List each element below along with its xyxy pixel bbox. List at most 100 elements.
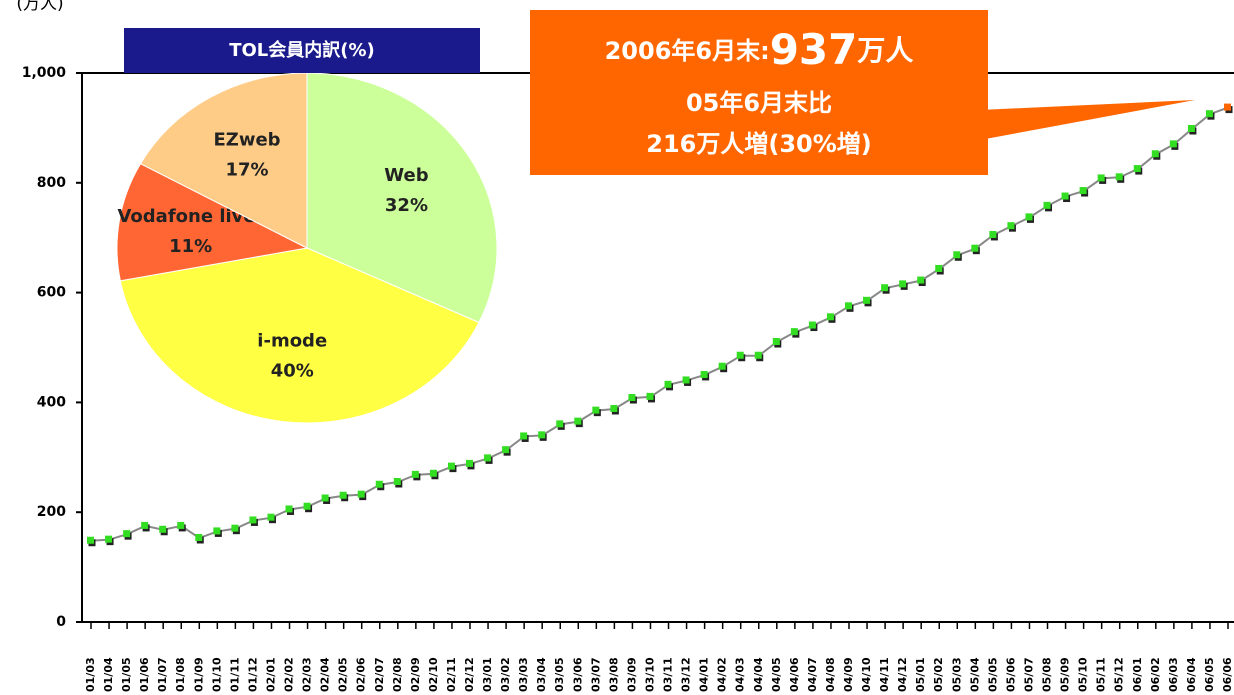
x-tick-label: 02/11 [445,657,458,692]
pie-title-box [124,28,480,73]
x-tick-label: 04/03 [734,657,747,692]
marker [177,521,185,529]
x-tick-label: 03/01 [481,657,494,692]
pie-slice [116,163,309,282]
marker [249,516,257,524]
x-tick-label: 03/07 [589,657,602,692]
marker [502,446,510,454]
marker [538,431,546,439]
slice-value-label: 17% [225,160,268,181]
marker [953,251,961,259]
callout-line-1: 2006年6月末:937万人 [605,25,914,74]
slice-label: Web [384,165,428,186]
x-tick-label: 03/02 [499,657,512,692]
marker [213,527,221,535]
x-tick-label: 02/07 [373,657,386,692]
x-tick-label: 04/11 [878,657,891,692]
y-tick-label: 0 [56,614,66,630]
x-tick-label: 01/11 [228,657,241,692]
y-axis-label: (万人) [16,0,63,14]
x-tick-label: 03/05 [553,657,566,692]
x-tick-label: 05/11 [1095,657,1108,692]
marker [520,432,528,440]
x-tick-label: 05/02 [932,657,945,692]
marker [375,480,383,488]
marker [646,392,654,400]
marker [466,459,473,467]
marker [700,370,708,378]
marker [1061,192,1069,200]
marker [1043,201,1051,209]
x-tick-label: 06/03 [1167,657,1180,692]
x-tick-label: 04/07 [806,657,819,692]
x-tick-label: 02/01 [264,657,277,692]
marker [1007,222,1015,230]
x-tick-label: 04/06 [788,657,801,692]
marker [303,502,311,510]
marker [845,302,852,310]
marker [1079,187,1087,195]
marker [484,454,492,462]
marker [899,280,907,288]
x-tick-label: 01/03 [84,657,97,692]
marker [754,351,762,359]
x-tick-label: 03/03 [517,657,530,692]
callout-line-3: 216万人増(30%増) [646,130,871,158]
marker [1224,103,1231,111]
marker [935,264,943,272]
marker [195,534,203,542]
y-tick-label: 600 [37,285,66,301]
callout-unit: 万人 [857,34,913,67]
marker [610,404,618,412]
x-tick-label: 02/06 [355,657,368,692]
x-tick-label: 03/11 [662,657,675,692]
x-tick-label: 01/12 [246,657,259,692]
slice-value-label: 32% [385,195,428,216]
marker [772,338,780,346]
callout-date: 2006年6月末: [605,37,770,65]
pie-slice [139,72,308,249]
x-tick-label: 02/02 [283,657,296,692]
x-tick-label: 04/02 [716,657,729,692]
x-tick-label: 02/08 [391,657,404,692]
marker [592,406,600,414]
x-tick-label: 06/06 [1221,657,1234,692]
marker [429,469,437,477]
marker [1169,140,1177,148]
x-tick-label: 05/09 [1059,657,1072,692]
y-tick-label: 200 [37,504,66,520]
marker [231,524,239,532]
x-tick-label: 05/08 [1041,657,1054,692]
x-tick-label: 06/04 [1185,657,1198,692]
pie-slice [119,247,480,424]
marker [285,505,293,513]
x-tick-label: 02/10 [427,657,440,692]
x-tick-label: 05/04 [968,657,981,692]
x-tick-label: 03/06 [571,657,584,692]
x-tick-label: 01/04 [102,657,115,692]
x-tick-label: 05/03 [950,657,963,692]
marker [971,244,979,252]
marker [123,530,131,538]
x-tick-label: 02/09 [409,657,422,692]
marker [1025,213,1033,221]
x-tick-label: 03/10 [643,657,656,692]
x-tick-label: 02/04 [319,657,332,692]
x-tick-label: 05/10 [1077,657,1090,692]
y-tick-label: 1,000 [22,65,67,81]
x-tick-label: 03/08 [607,657,620,692]
marker [556,420,564,428]
marker [1115,173,1123,181]
marker [357,490,365,498]
x-tick-label: 01/05 [120,657,133,692]
marker [1205,110,1213,118]
marker [863,296,871,304]
marker [159,525,167,533]
marker [447,462,455,470]
x-tick-label: 03/04 [535,657,548,692]
marker [393,478,401,486]
marker [1133,165,1141,173]
x-tick-label: 04/05 [770,657,783,692]
x-tick-label: 01/09 [192,657,205,692]
x-tick-label: 02/03 [301,657,314,692]
